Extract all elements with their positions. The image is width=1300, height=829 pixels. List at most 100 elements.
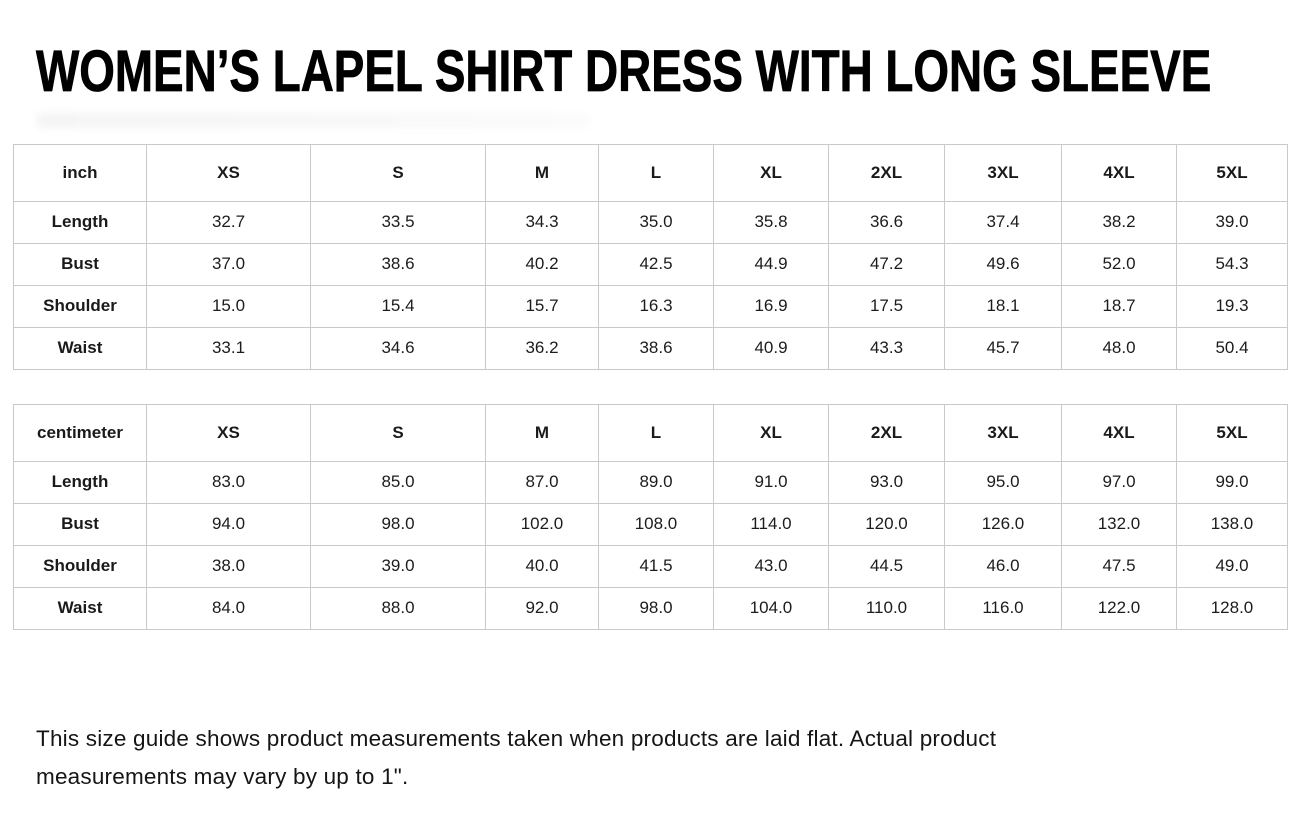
size-column-header: XS — [146, 403, 311, 462]
measurement-value: 88.0 — [310, 586, 486, 630]
measurement-value: 34.6 — [310, 326, 486, 370]
measurement-value: 33.1 — [146, 326, 311, 370]
measurement-value: 98.0 — [310, 502, 486, 546]
measurement-value: 16.3 — [598, 284, 714, 328]
measurement-label: Bust — [13, 502, 147, 546]
measurement-value: 110.0 — [828, 586, 945, 630]
measurement-row: Length 32.7 33.5 34.3 35.0 35.8 36.6 37.4 38.2 39… — [13, 200, 1288, 244]
measurement-value: 132.0 — [1061, 502, 1177, 546]
measurement-label: Length — [13, 200, 147, 244]
measurement-row: Waist 33.1 34.6 36.2 38.6 40.9 43.3 45.7 48.0 50.… — [13, 326, 1288, 370]
measurement-value: 15.0 — [146, 284, 311, 328]
measurement-value: 40.9 — [713, 326, 829, 370]
size-table-centimeter-body: Length 83.0 85.0 87.0 89.0 91.0 93.0 95.0 97.0 99… — [13, 460, 1288, 630]
size-column-header: 4XL — [1061, 143, 1177, 202]
measurement-value: 45.7 — [944, 326, 1062, 370]
measurement-label: Waist — [13, 586, 147, 630]
measurement-value: 54.3 — [1176, 242, 1288, 286]
measurement-value: 91.0 — [713, 460, 829, 504]
measurement-label: Length — [13, 460, 147, 504]
size-column-header: XL — [713, 143, 829, 202]
measurement-row: Bust 37.0 38.6 40.2 42.5 44.9 47.2 49.6 52.0 54.3 — [13, 242, 1288, 286]
measurement-value: 35.8 — [713, 200, 829, 244]
measurement-value: 18.1 — [944, 284, 1062, 328]
size-header-row: centimeter XS S M L XL 2XL 3XL 4XL 5XL — [13, 403, 1288, 462]
size-column-header: S — [310, 143, 486, 202]
measurement-label: Bust — [13, 242, 147, 286]
measurement-row: Bust 94.0 98.0 102.0 108.0 114.0 120.0 126.0 132… — [13, 502, 1288, 546]
measurement-value: 92.0 — [485, 586, 599, 630]
measurement-value: 46.0 — [944, 544, 1062, 588]
measurement-value: 120.0 — [828, 502, 945, 546]
measurement-value: 49.6 — [944, 242, 1062, 286]
measurement-value: 38.6 — [598, 326, 714, 370]
measurement-row: Length 83.0 85.0 87.0 89.0 91.0 93.0 95.0 97.0 99… — [13, 460, 1288, 504]
measurement-value: 37.0 — [146, 242, 311, 286]
measurement-value: 16.9 — [713, 284, 829, 328]
measurement-value: 83.0 — [146, 460, 311, 504]
title-print-artifact — [36, 112, 591, 128]
measurement-value: 47.2 — [828, 242, 945, 286]
measurement-value: 42.5 — [598, 242, 714, 286]
measurement-row: Waist 84.0 88.0 92.0 98.0 104.0 110.0 116.0 122.… — [13, 586, 1288, 630]
size-table-centimeter: centimeter XS S M L XL 2XL 3XL 4XL 5XL Length 83.… — [13, 403, 1288, 630]
measurement-value: 93.0 — [828, 460, 945, 504]
measurement-value: 49.0 — [1176, 544, 1288, 588]
measurement-value: 89.0 — [598, 460, 714, 504]
measurement-value: 44.5 — [828, 544, 945, 588]
measurement-value: 52.0 — [1061, 242, 1177, 286]
measurement-value: 87.0 — [485, 460, 599, 504]
measurement-value: 41.5 — [598, 544, 714, 588]
measurement-value: 38.0 — [146, 544, 311, 588]
size-column-header: 3XL — [944, 143, 1062, 202]
size-table-inch-body: Length 32.7 33.5 34.3 35.0 35.8 36.6 37.4 38.2 39… — [13, 200, 1288, 370]
size-column-header: XL — [713, 403, 829, 462]
measurement-value: 40.2 — [485, 242, 599, 286]
measurement-label: Waist — [13, 326, 147, 370]
measurement-value: 39.0 — [310, 544, 486, 588]
measurement-value: 102.0 — [485, 502, 599, 546]
measurement-value: 85.0 — [310, 460, 486, 504]
measurement-value: 128.0 — [1176, 586, 1288, 630]
size-table-inch: inch XS S M L XL 2XL 3XL 4XL 5XL Length 32.7 33.5 3… — [13, 143, 1288, 370]
size-column-header: L — [598, 403, 714, 462]
size-header-row: inch XS S M L XL 2XL 3XL 4XL 5XL — [13, 143, 1288, 202]
size-guide-footnote: This size guide shows product measuremen… — [36, 725, 997, 790]
measurement-value: 32.7 — [146, 200, 311, 244]
measurement-value: 36.6 — [828, 200, 945, 244]
measurement-value: 44.9 — [713, 242, 829, 286]
measurement-value: 95.0 — [944, 460, 1062, 504]
measurement-value: 126.0 — [944, 502, 1062, 546]
size-column-header: 2XL — [828, 403, 945, 462]
unit-label-centimeter: centimeter — [13, 403, 147, 462]
measurement-value: 94.0 — [146, 502, 311, 546]
measurement-value: 48.0 — [1061, 326, 1177, 370]
size-column-header: XS — [146, 143, 311, 202]
measurement-row: Shoulder 15.0 15.4 15.7 16.3 16.9 17.5 18.1 18.7… — [13, 284, 1288, 328]
size-column-header: S — [310, 403, 486, 462]
size-column-header: 2XL — [828, 143, 945, 202]
size-column-header: M — [485, 143, 599, 202]
measurement-value: 15.7 — [485, 284, 599, 328]
measurement-value: 35.0 — [598, 200, 714, 244]
measurement-value: 122.0 — [1061, 586, 1177, 630]
measurement-value: 138.0 — [1176, 502, 1288, 546]
measurement-value: 43.0 — [713, 544, 829, 588]
measurement-value: 43.3 — [828, 326, 945, 370]
measurement-value: 39.0 — [1176, 200, 1288, 244]
measurement-value: 18.7 — [1061, 284, 1177, 328]
size-column-header: L — [598, 143, 714, 202]
measurement-value: 84.0 — [146, 586, 311, 630]
size-column-header: M — [485, 403, 599, 462]
unit-label-inch: inch — [13, 143, 147, 202]
measurement-row: Shoulder 38.0 39.0 40.0 41.5 43.0 44.5 46.0 47.5… — [13, 544, 1288, 588]
measurement-value: 114.0 — [713, 502, 829, 546]
measurement-value: 17.5 — [828, 284, 945, 328]
measurement-value: 99.0 — [1176, 460, 1288, 504]
size-column-header: 4XL — [1061, 403, 1177, 462]
measurement-value: 36.2 — [485, 326, 599, 370]
measurement-value: 98.0 — [598, 586, 714, 630]
measurement-value: 47.5 — [1061, 544, 1177, 588]
size-column-header: 5XL — [1176, 403, 1288, 462]
